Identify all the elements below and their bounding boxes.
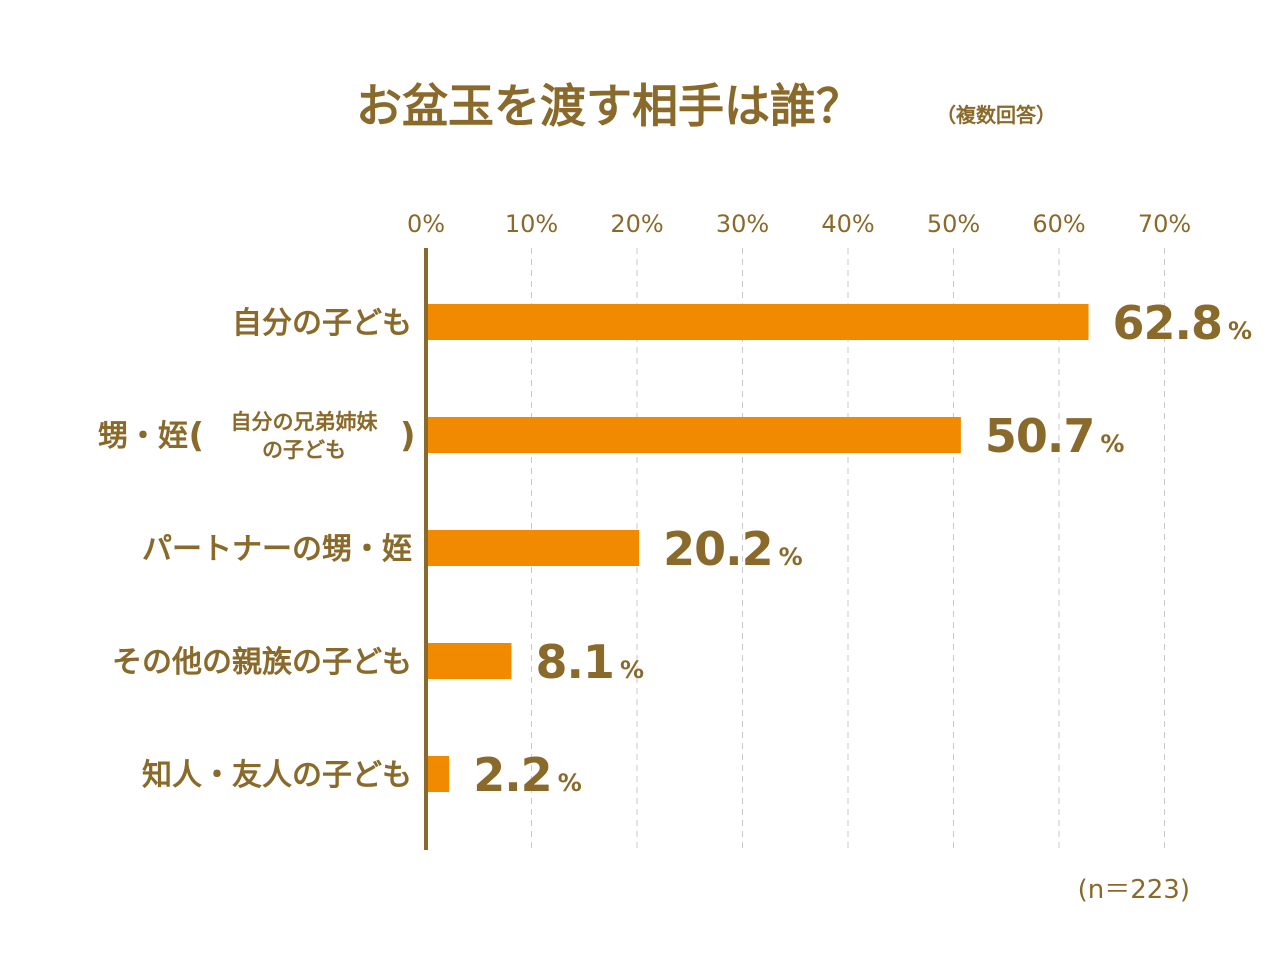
x-tick-label: 20%	[610, 210, 663, 238]
bar	[426, 530, 640, 566]
chart-title: お盆玉を渡す相手は誰？	[356, 79, 862, 133]
value-unit: %	[620, 656, 644, 684]
x-tick-label: 70%	[1138, 210, 1191, 238]
x-tick-label: 10%	[505, 210, 558, 238]
value-unit: %	[1100, 430, 1124, 458]
value-label: 8.1	[535, 635, 614, 689]
chart-subtitle: （複数回答）	[936, 103, 1056, 127]
x-tick-label: 0%	[407, 210, 445, 238]
category-label: 自分の子ども	[232, 306, 412, 341]
bar	[426, 643, 512, 679]
category-label: 知人・友人の子ども	[142, 758, 412, 793]
category-sublabel: 自分の兄弟姉妹	[231, 410, 379, 434]
value-unit: %	[558, 769, 582, 797]
bar	[426, 756, 450, 792]
category-sublabel: の子ども	[262, 438, 346, 462]
category-label: パートナーの甥・姪	[142, 532, 412, 567]
sample-size-note: (n＝223)	[1078, 875, 1190, 905]
category-label: 甥・姪	[98, 419, 188, 454]
x-tick-label: 40%	[821, 210, 874, 238]
value-label: 62.8	[1113, 296, 1223, 350]
value-unit: %	[1228, 317, 1252, 345]
bar	[426, 304, 1089, 340]
category-label: その他の親族の子ども	[112, 645, 412, 680]
x-tick-label: 50%	[927, 210, 980, 238]
value-labels: 62.8 %50.7 %20.2 %8.1 %2.2%	[473, 296, 1252, 802]
value-label: 20.2	[663, 522, 773, 576]
value-label: 2.2	[473, 748, 551, 802]
bar	[426, 417, 961, 453]
x-tick-label: 60%	[1032, 210, 1085, 238]
value-label: 50.7	[985, 409, 1095, 463]
value-unit: %	[779, 543, 803, 571]
bars	[426, 304, 1089, 792]
category-paren-open: (	[188, 416, 204, 456]
category-paren-close: )	[400, 416, 416, 456]
x-tick-label: 30%	[716, 210, 769, 238]
x-tick-labels: 0% 10% 20% 30% 40% 50% 60% 70%	[407, 210, 1191, 238]
